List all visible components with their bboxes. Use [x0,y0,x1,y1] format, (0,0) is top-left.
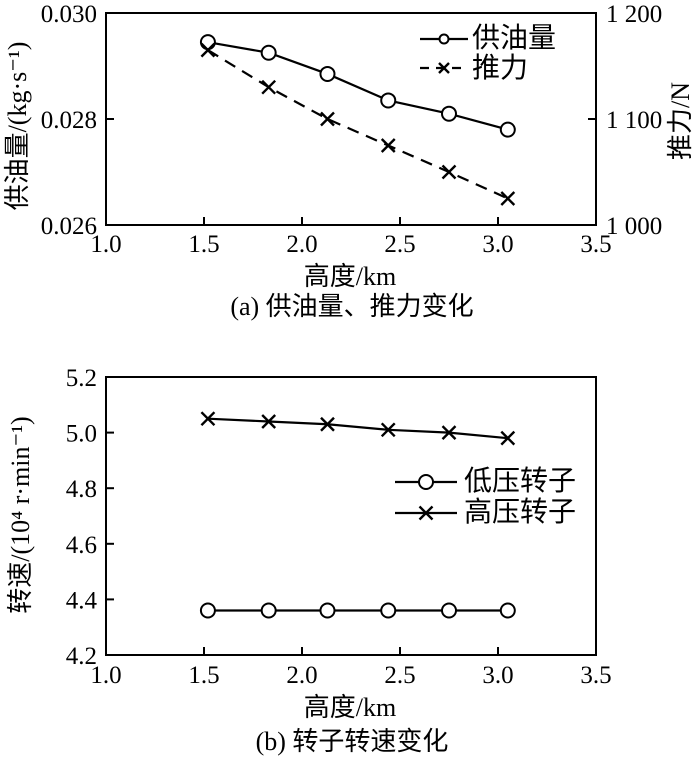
plot-frame-a [105,12,597,226]
x-tick-label: 3.5 [580,231,611,258]
x-marker [418,505,434,521]
circle-marker [499,121,516,138]
x-tick-label: 3.0 [482,662,513,689]
y-tick-label: 0.026 [41,213,97,240]
y-tick-label: 4.6 [66,532,97,559]
y2-tick-label: 1 200 [606,1,662,28]
y-tick-label: 5.0 [66,421,97,448]
chart-b-caption: (b) 转子转速变化 [255,727,449,756]
circle-marker [441,105,457,122]
x-tick-label: 2.0 [286,662,317,689]
plot-frame-b [105,376,597,656]
circle-marker [380,92,397,109]
y2-tick-label: 1 000 [606,213,662,240]
chart-b-legend-label-lp-rotor: 低压转子 [464,466,577,497]
x-marker [200,42,216,58]
circle-marker [199,602,216,619]
x-marker [441,164,457,180]
circle-marker [319,602,336,619]
chart-b-y-axis-label: 转速/(10⁴ r·min⁻¹) [6,416,35,614]
chart-a-caption: (a) 供油量、推力变化 [230,292,474,321]
chart-b-legend-label-hp-rotor: 高压转子 [464,497,577,528]
x-tick-label: 3.5 [580,662,611,689]
chart-a-y-axis-label: 供油量/(kg·s⁻¹) [3,41,32,211]
x-marker [200,411,216,427]
x-tick-label: 1.5 [188,662,219,689]
x-marker [320,416,335,432]
x-marker [261,79,277,95]
y-tick-label: 4.8 [66,476,97,503]
series-line [207,49,509,200]
x-tick-label: 2.5 [384,662,415,689]
x-tick-label: 2.0 [286,231,317,258]
x-marker [500,430,516,446]
x-tick-label: 1.0 [90,662,121,689]
x-marker [441,425,457,440]
x-marker [261,414,277,429]
y-tick-label: 5.2 [66,365,97,392]
circle-marker [260,44,277,61]
y-tick-label: 4.4 [66,587,98,614]
x-tick-label: 1.0 [90,231,121,258]
circle-marker [380,602,397,619]
circle-marker [199,34,216,51]
circle-marker [260,602,277,619]
x-marker [438,62,450,74]
chart-a-legend-label-thrust: 推力 [472,53,529,84]
y-tick-label: 4.2 [66,643,97,670]
circle-marker [441,602,457,619]
x-marker [380,138,396,153]
series-line [207,41,509,131]
series-line [207,417,508,440]
x-marker [500,191,516,206]
chart-b-x-axis-label: 高度/km [303,693,397,722]
x-marker [320,111,335,127]
x-tick-label: 2.5 [384,231,415,258]
chart-a-x-axis-label: 高度/km [303,262,397,291]
x-tick-label: 1.5 [188,231,219,258]
y-tick-label: 0.030 [41,1,97,28]
y-tick-label: 0.028 [41,107,97,134]
chart-a-y2-axis-label: 推力/N [666,81,695,161]
circle-marker [499,602,516,619]
y2-tick-label: 1 100 [606,107,662,134]
circle-marker [418,474,434,490]
x-tick-label: 3.0 [482,231,513,258]
circle-marker [438,33,450,45]
chart-a-legend-label-fuel: 供油量 [472,23,557,54]
circle-marker [319,65,336,82]
x-marker [380,422,396,438]
